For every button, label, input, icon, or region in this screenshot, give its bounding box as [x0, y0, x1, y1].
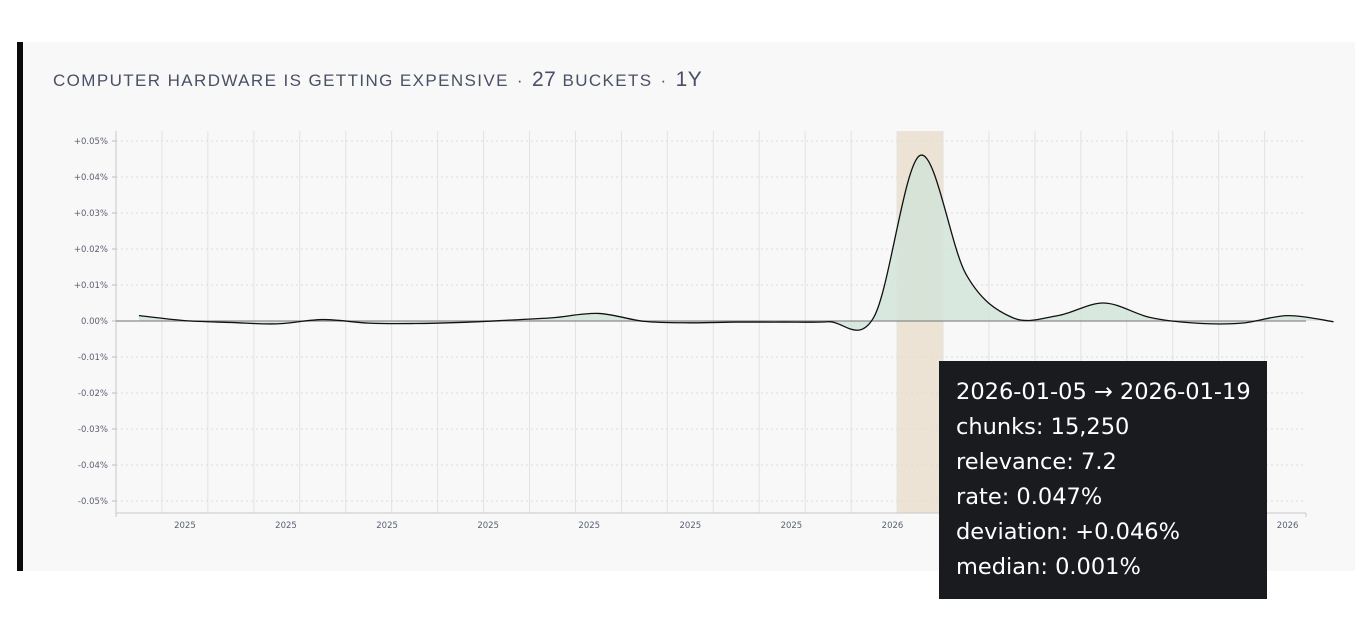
- tooltip-deviation: deviation: +0.046%: [956, 519, 1180, 545]
- bucket-count: 27: [531, 68, 557, 91]
- bucket-tooltip: 2026-01-05 → 2026-01-19 chunks: 15,250 r…: [939, 361, 1267, 599]
- y-tick-label: +0.02%: [74, 245, 108, 255]
- tooltip-relevance: relevance: 7.2: [956, 449, 1117, 475]
- y-tick-label: +0.04%: [74, 173, 108, 183]
- x-tick-label: 2026: [1277, 521, 1299, 531]
- y-tick-label: -0.02%: [78, 389, 108, 399]
- x-tick-label: 2025: [680, 521, 702, 531]
- x-tick-label: 2025: [578, 521, 600, 531]
- series-area: [138, 155, 1334, 331]
- tooltip-rate: rate: 0.047%: [956, 484, 1103, 510]
- x-tick-label: 2025: [781, 521, 803, 531]
- y-tick-label: -0.04%: [78, 461, 108, 471]
- y-tick-label: +0.01%: [74, 281, 108, 291]
- x-tick-label: 2025: [376, 521, 398, 531]
- x-tick-label: 2026: [882, 521, 904, 531]
- x-tick-label: 2025: [477, 521, 499, 531]
- y-tick-label: -0.05%: [78, 497, 108, 507]
- series-line: [138, 154, 1334, 331]
- tooltip-range: 2026-01-05 → 2026-01-19: [956, 379, 1251, 405]
- x-tick-label: 2025: [174, 521, 196, 531]
- y-tick-label: -0.03%: [78, 425, 108, 435]
- y-tick-label: +0.05%: [74, 137, 108, 147]
- range-label: 1Y: [675, 68, 703, 91]
- tooltip-median: median: 0.001%: [956, 554, 1141, 580]
- y-tick-label: 0.00%: [81, 317, 108, 327]
- y-tick-label: -0.01%: [78, 353, 108, 363]
- bucket-label: BUCKETS: [562, 71, 653, 90]
- topic-title: COMPUTER HARDWARE IS GETTING EXPENSIVE: [53, 71, 509, 90]
- title-separator: ·: [516, 71, 524, 90]
- chart-title: COMPUTER HARDWARE IS GETTING EXPENSIVE · 2…: [53, 68, 702, 92]
- title-separator: ·: [660, 71, 668, 90]
- x-tick-label: 2025: [275, 521, 297, 531]
- y-tick-label: +0.03%: [74, 209, 108, 219]
- tooltip-chunks: chunks: 15,250: [956, 414, 1130, 440]
